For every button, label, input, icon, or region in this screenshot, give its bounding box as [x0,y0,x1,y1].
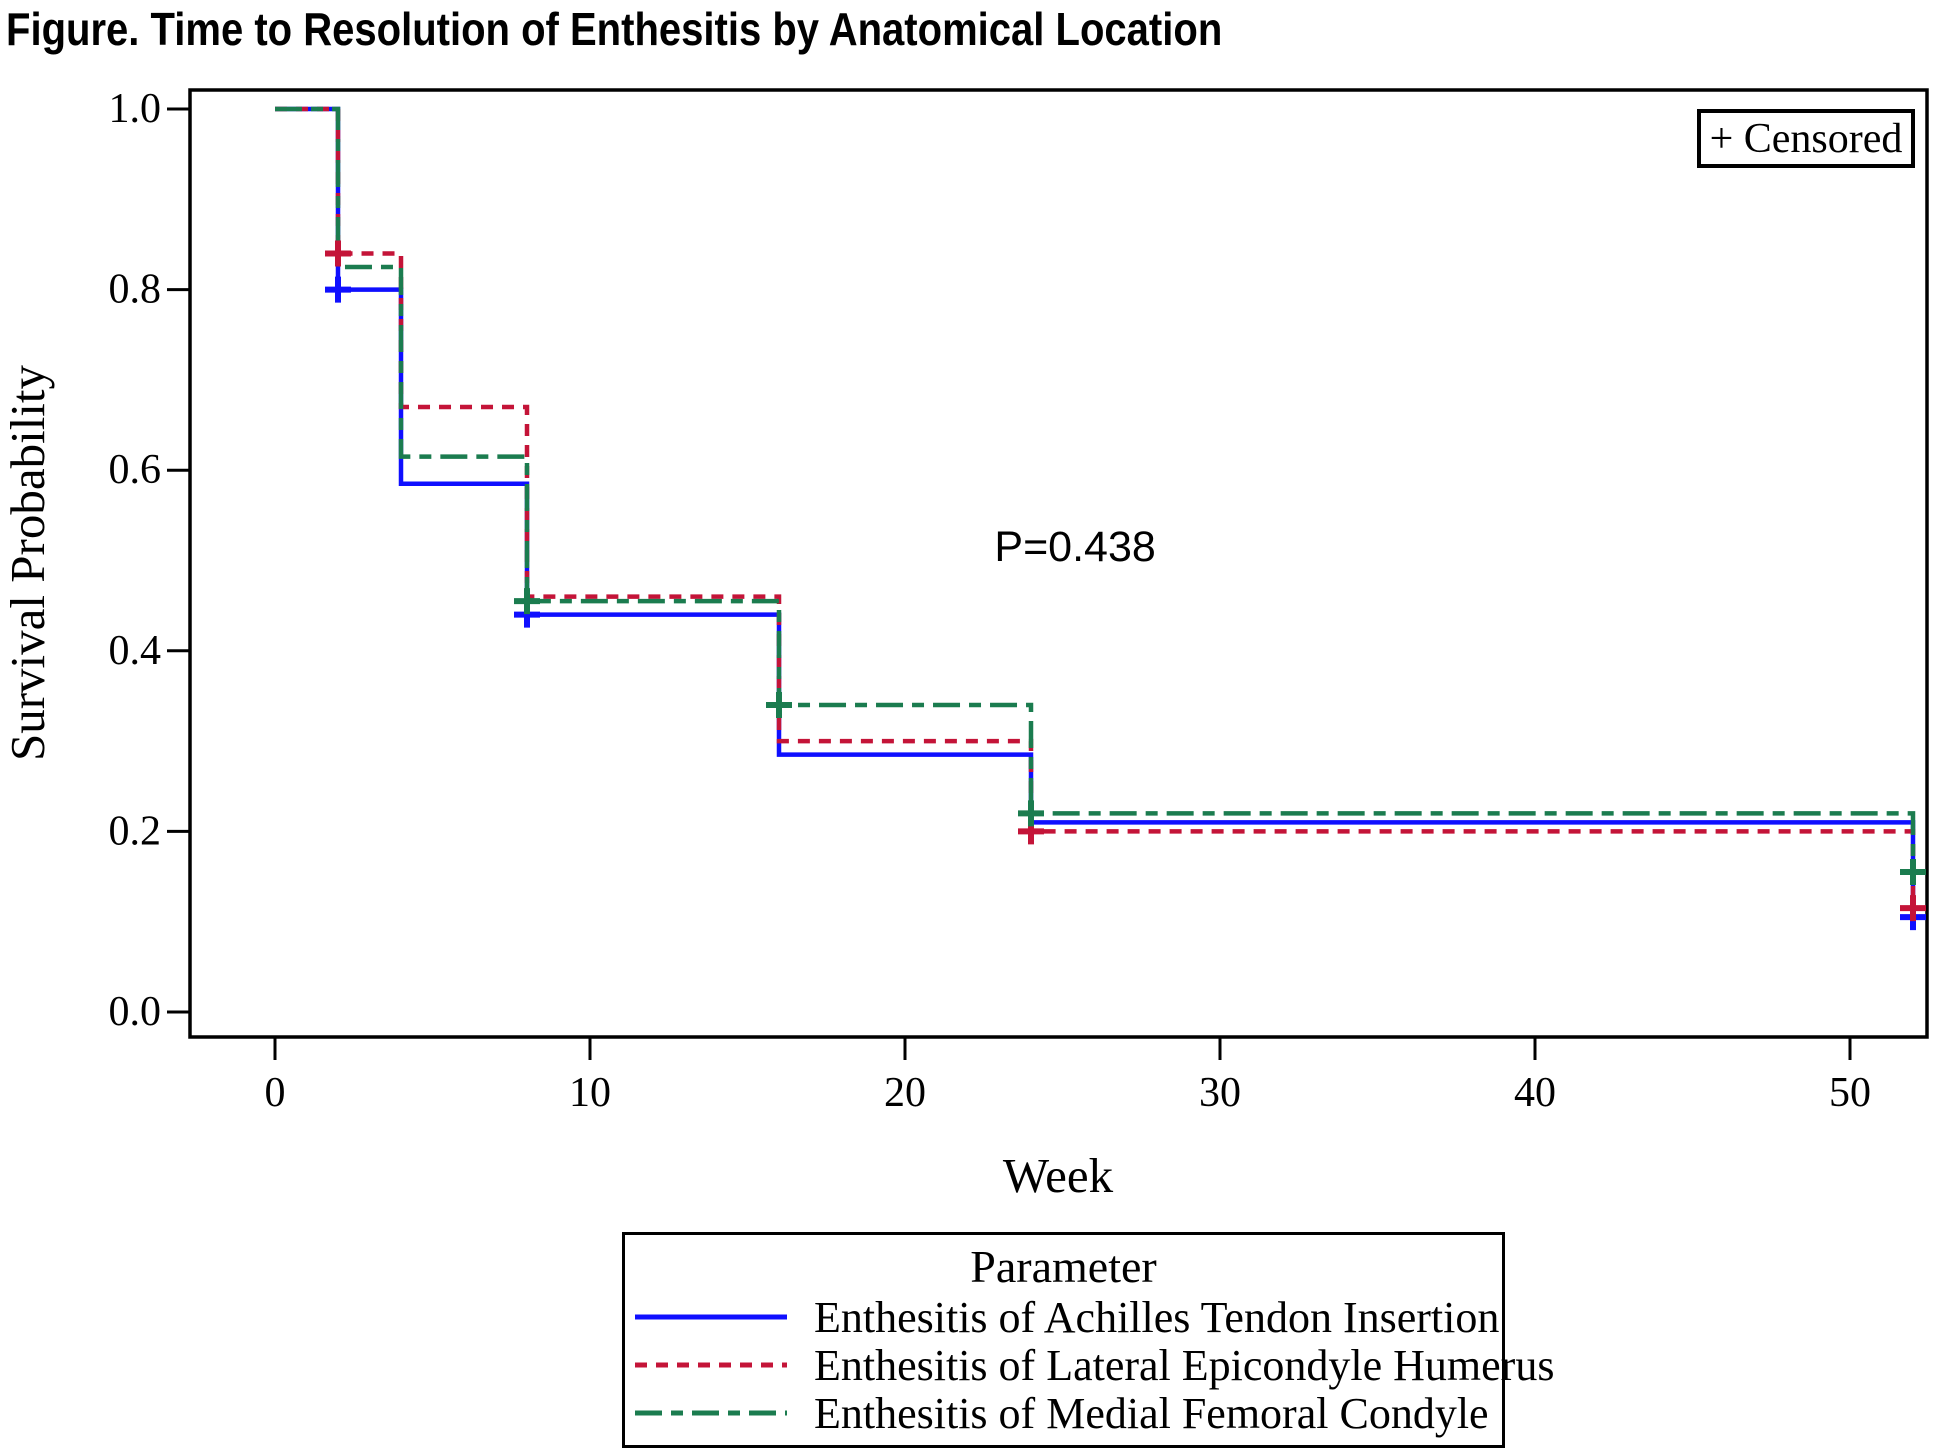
legend-line-sample-dashdot [635,1410,787,1416]
censored-marker-enthesitis-of-medial-femoral-condyle [766,691,792,718]
x-tick-label: 20 [884,1070,926,1116]
km-plot: 0 10 20 30 40 50 0.0 0.2 0.4 0.6 0.8 1.0 Week Surviva… [0,86,1929,1203]
x-tick-label: 30 [1199,1070,1241,1116]
axes: 0 10 20 30 40 50 0.0 0.2 0.4 0.6 0.8 1.0 Week Surviva… [0,86,1929,1203]
legend-label: Enthesitis of Achilles Tendon Insertion [814,1292,1500,1342]
parameter-legend: Parameter Enthesitis of Achilles Tendon … [622,1232,1554,1448]
series-line-enthesitis-of-achilles-tendon-insertion [275,106,1916,918]
p-value-annotation: P=0.438 [994,523,1155,571]
y-tick-label: 1.0 [109,86,162,132]
censored-markers [325,240,1926,931]
legend-item-achilles: Enthesitis of Achilles Tendon Insertion [625,1292,1502,1342]
y-tick-label: 0.4 [109,628,162,674]
legend-title: Parameter [970,1241,1157,1292]
censored-marker-enthesitis-of-medial-femoral-condyle [514,588,540,615]
x-tick-label: 0 [265,1070,286,1116]
censored-marker-enthesitis-of-lateral-epicondyle-humerus [325,240,351,267]
y-tick-label: 0.2 [109,808,162,854]
x-tick-label: 40 [1514,1070,1556,1116]
y-tick-label: 0.8 [109,267,162,313]
censored-legend-label: + Censored [1710,116,1903,162]
x-tick-label: 50 [1829,1070,1871,1116]
censored-legend: + Censored [1697,109,1915,168]
series-line-enthesitis-of-lateral-epicondyle-humerus [275,106,1916,909]
censored-legend-box [1697,109,1915,168]
figure-title: Figure. Time to Resolution of Enthesitis… [6,3,1223,55]
censored-marker-enthesitis-of-medial-femoral-condyle [1900,859,1926,886]
y-axis-title: Survival Probability [0,364,55,761]
plot-frame [188,88,1929,1039]
survival-curves [275,106,1916,918]
legend-item-medial-femoral-condyle: Enthesitis of Medial Femoral Condyle [625,1388,1502,1438]
x-tick-label: 10 [569,1070,611,1116]
legend-line-sample-dashed [635,1362,787,1368]
legend-label: Enthesitis of Lateral Epicondyle Humerus [814,1340,1555,1390]
y-tick-label: 0.6 [109,447,162,493]
censored-marker-enthesitis-of-medial-femoral-condyle [1018,800,1044,827]
legend-item-lateral-epicondyle: Enthesitis of Lateral Epicondyle Humerus [625,1341,1554,1390]
legend-line-sample-solid [635,1314,787,1320]
censored-marker-enthesitis-of-lateral-epicondyle-humerus [1900,895,1926,922]
legend-label: Enthesitis of Medial Femoral Condyle [814,1388,1489,1438]
x-axis-title: Week [1003,1148,1114,1203]
y-tick-label: 0.0 [109,989,162,1035]
series-line-enthesitis-of-medial-femoral-condyle [275,106,1916,873]
censored-marker-enthesitis-of-achilles-tendon-insertion [325,276,351,303]
